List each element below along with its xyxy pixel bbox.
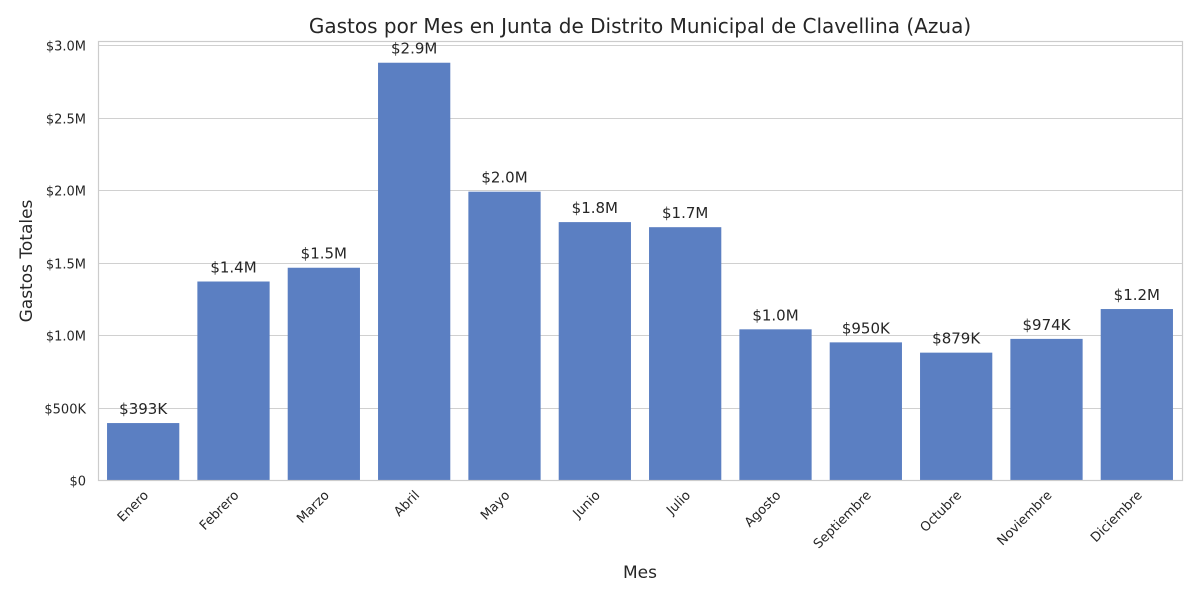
bar-octubre (920, 352, 993, 480)
bar-noviembre (1010, 338, 1083, 480)
x-tick-label-junio: Junio (570, 488, 604, 522)
bar-junio (558, 222, 631, 481)
x-tick-label-febrero: Febrero (197, 488, 242, 533)
x-axis-ticks: Enero Febrero Marzo Abril Mayo Junio Julio Agos… (115, 488, 1146, 552)
grid (98, 45, 1182, 481)
y-tick-label: $2.5M (46, 113, 86, 128)
x-tick-label-noviembre: Noviembre (995, 488, 1056, 549)
x-axis-label: Mes (623, 563, 657, 583)
data-label-mayo: $2.0M (481, 169, 527, 187)
x-tick-label-marzo: Marzo (294, 488, 332, 526)
data-label-septiembre: $950K (842, 319, 891, 337)
bar-marzo (287, 267, 360, 480)
y-tick-label: $0 (69, 475, 86, 490)
data-label-julio: $1.7M (662, 204, 708, 222)
x-tick-label-julio: Julio (663, 488, 694, 519)
plot-frame (97, 40, 1184, 482)
data-label-diciembre: $1.2M (1114, 286, 1160, 304)
data-label-agosto: $1.0M (752, 306, 798, 324)
bar-abril (378, 62, 451, 481)
x-tick-label-agosto: Agosto (742, 488, 784, 530)
bar-septiembre (829, 342, 902, 480)
data-label-junio: $1.8M (572, 199, 618, 217)
data-label-febrero: $1.4M (210, 259, 256, 277)
y-axis-ticks: $0 $500K $1.0M $1.5M $2.0M $2.5M $3.0M (44, 40, 86, 490)
data-label-marzo: $1.5M (301, 245, 347, 263)
y-tick-label: $1.5M (46, 258, 86, 273)
data-label-enero: $393K (119, 400, 168, 418)
x-tick-label-septiembre: Septiembre (811, 488, 875, 552)
data-label-octubre: $879K (932, 330, 981, 348)
bar-enero (107, 423, 180, 480)
x-tick-label-octubre: Octubre (918, 488, 965, 535)
x-tick-label-abril: Abril (391, 488, 423, 520)
x-tick-label-diciembre: Diciembre (1088, 488, 1146, 546)
bar-mayo (468, 191, 541, 480)
data-labels: $393K $1.4M $1.5M $2.9M $2.0M $1.8M $1.7M $1.0M… (119, 40, 1160, 418)
bar-julio (649, 227, 722, 480)
bar-diciembre (1100, 309, 1173, 480)
data-label-noviembre: $974K (1022, 316, 1071, 334)
bar-febrero (197, 281, 270, 480)
bar-agosto (739, 329, 812, 480)
x-tick-label-mayo: Mayo (478, 488, 513, 523)
y-tick-label: $500K (44, 403, 86, 418)
y-axis-label: Gastos Totales (17, 199, 37, 322)
x-tick-label-enero: Enero (115, 488, 152, 525)
bars (107, 62, 1173, 481)
y-tick-label: $2.0M (46, 185, 86, 200)
y-tick-label: $3.0M (46, 40, 86, 55)
data-label-abril: $2.9M (391, 40, 437, 58)
y-tick-label: $1.0M (46, 330, 86, 345)
chart-title: Gastos por Mes en Junta de Distrito Muni… (309, 14, 971, 38)
